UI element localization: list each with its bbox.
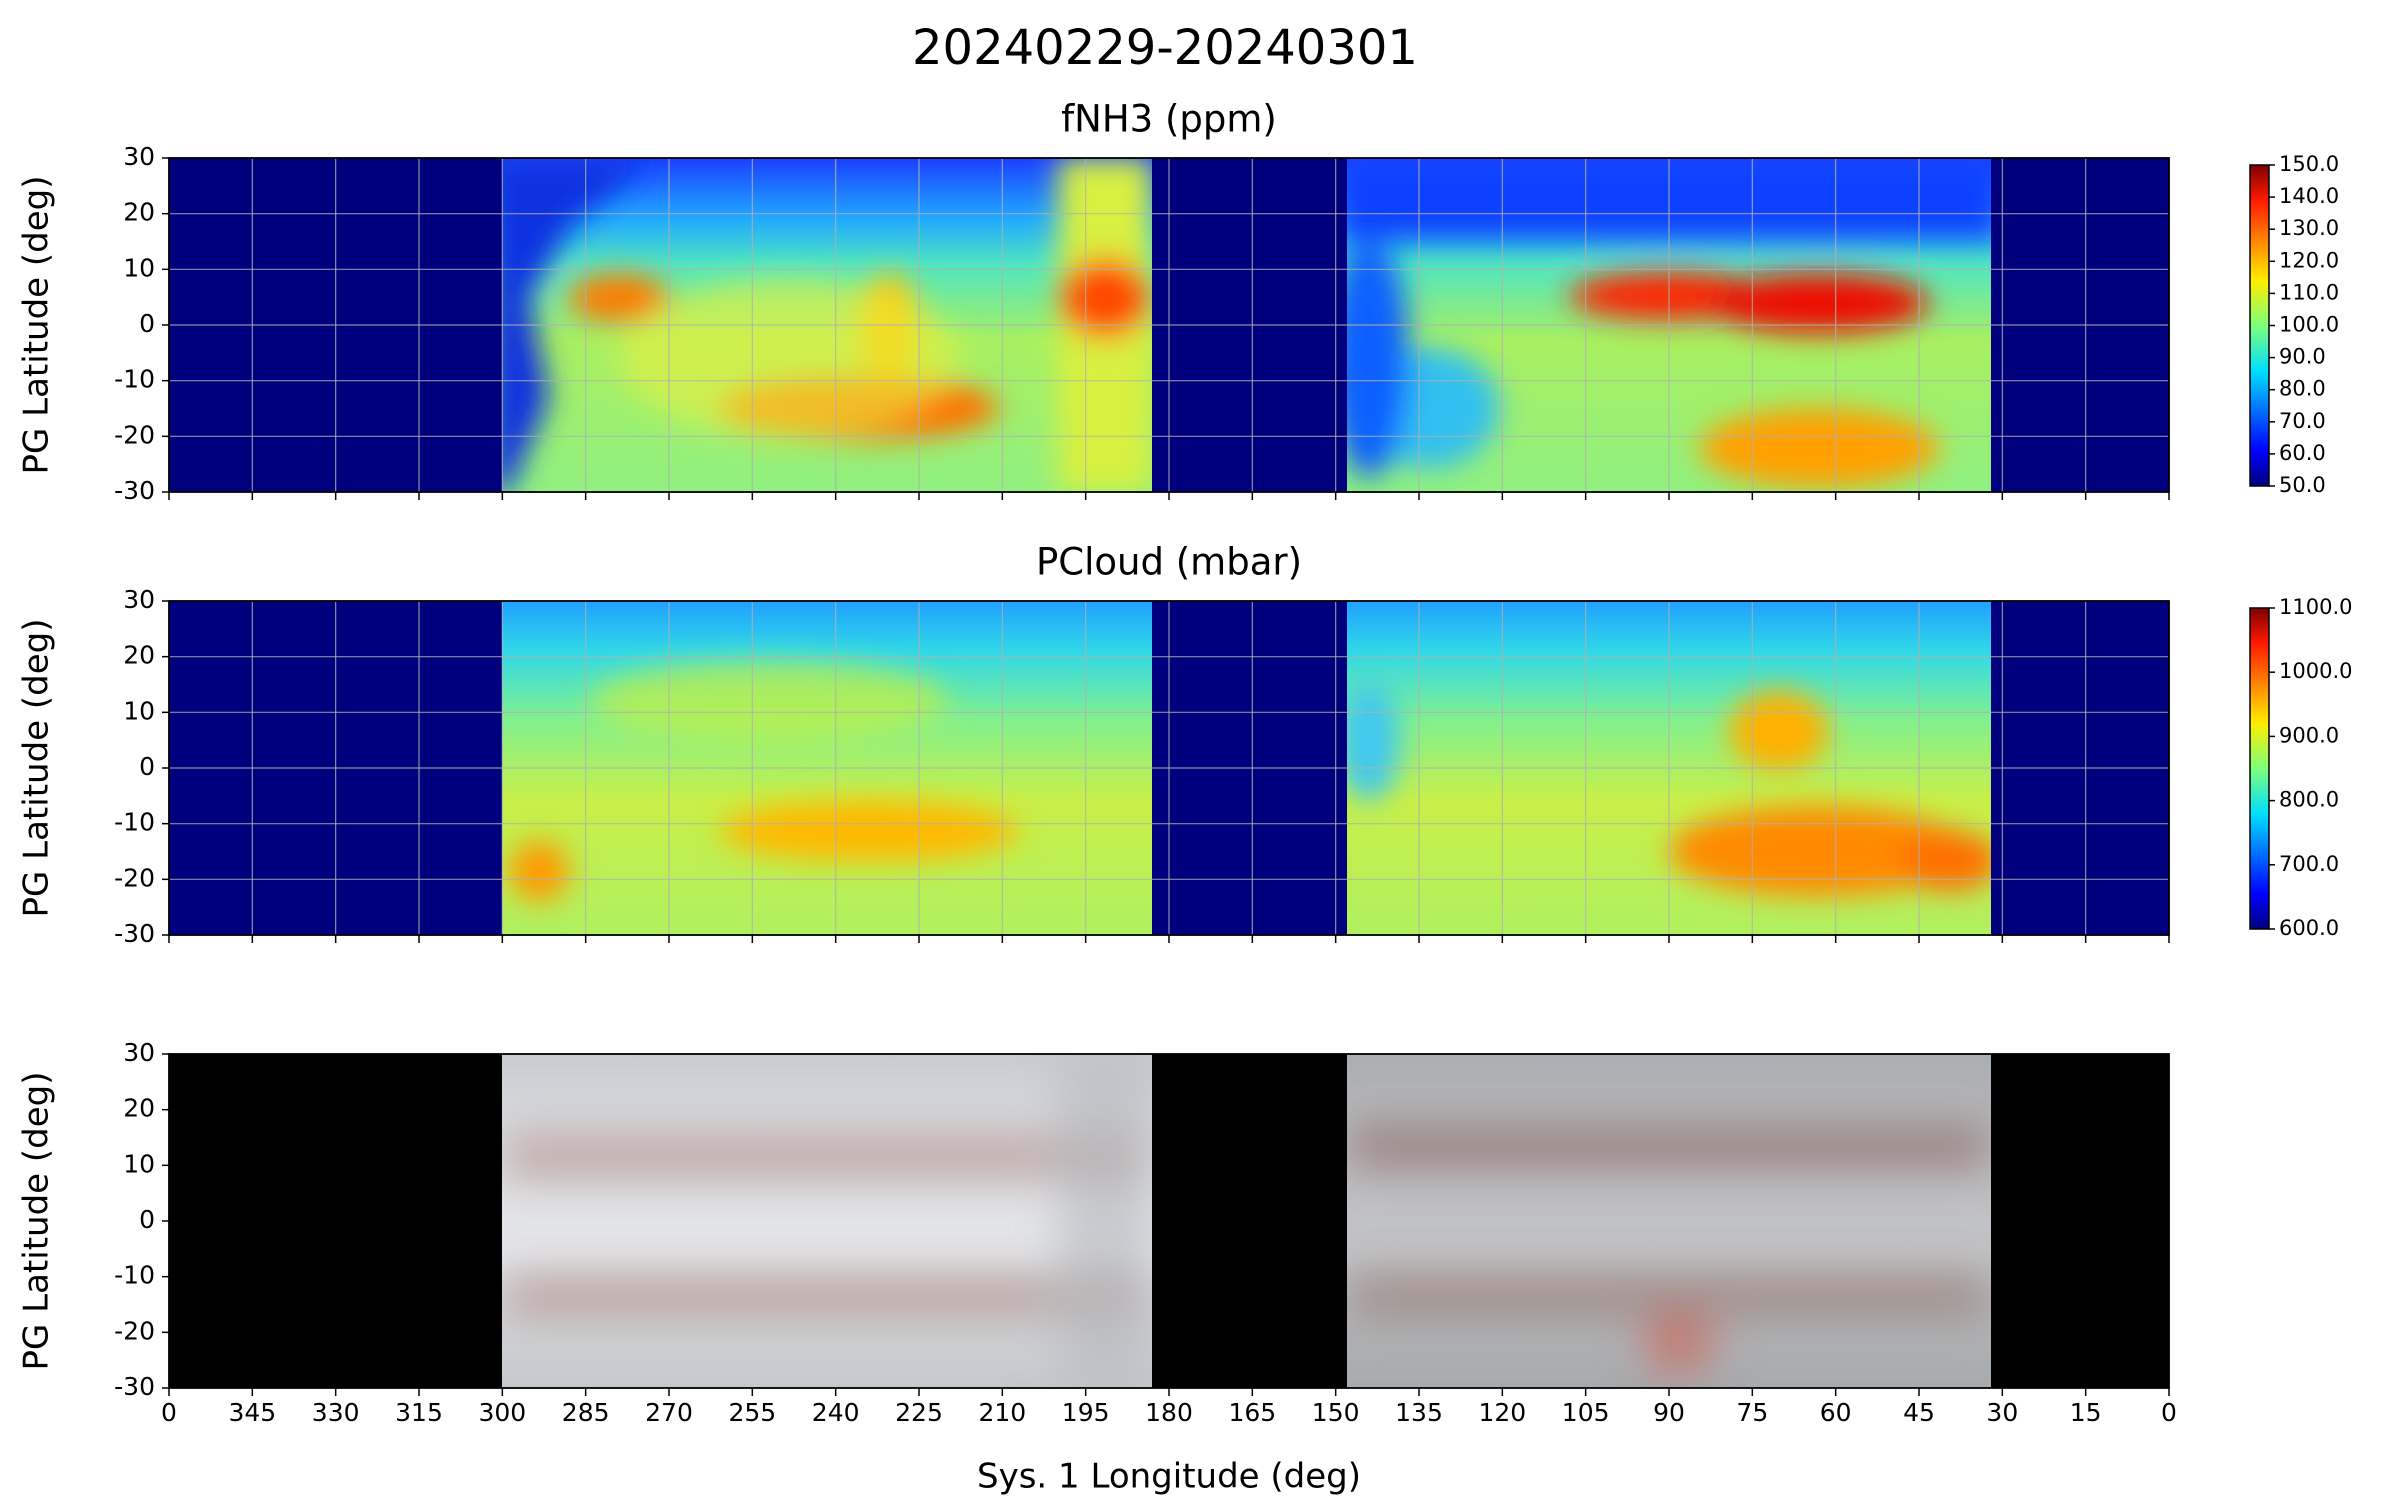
x-tick-label: 90	[1653, 1398, 1685, 1427]
x-tick-label: 45	[1903, 1398, 1935, 1427]
colorbar-tick-label: 1100.0	[2279, 595, 2352, 619]
x-tick-label: 105	[1562, 1398, 1610, 1427]
colorbar-tick-label: 90.0	[2279, 345, 2326, 369]
y-tick-label: 20	[123, 1094, 155, 1123]
y-tick-label: -30	[114, 1372, 155, 1401]
colorbar-tick-label: 50.0	[2279, 473, 2326, 497]
x-tick-label: 270	[645, 1398, 693, 1427]
x-tick-label: 240	[812, 1398, 860, 1427]
colorbar	[2249, 607, 2270, 930]
x-tick-label: 0	[2161, 1398, 2177, 1427]
x-tick-label: 180	[1145, 1398, 1193, 1427]
y-tick-label: -20	[114, 1316, 155, 1345]
colorbar-tick-label: 100.0	[2279, 313, 2339, 337]
colorbar-tick-label: 600.0	[2279, 916, 2339, 940]
y-tick-label: 0	[139, 1205, 155, 1234]
x-tick-label: 330	[312, 1398, 360, 1427]
y-tick-label: 30	[123, 585, 155, 614]
colorbar-tick-label: 140.0	[2279, 184, 2339, 208]
chart-title: fNH3 (ppm)	[1061, 98, 1277, 141]
colorbar-tick-label: 120.0	[2279, 248, 2339, 272]
x-tick-label: 120	[1478, 1398, 1526, 1427]
y-tick-label: 20	[123, 641, 155, 670]
colorbar-tick-label: 700.0	[2279, 852, 2339, 876]
x-tick-label: 135	[1395, 1398, 1443, 1427]
y-tick-label: 10	[123, 253, 155, 282]
axes-frame	[168, 600, 2170, 936]
y-tick-label: 0	[139, 309, 155, 338]
x-tick-label: 0	[161, 1398, 177, 1427]
y-axis-label: PG Latitude (deg)	[17, 618, 57, 917]
chart-title: PCloud (mbar)	[1036, 541, 1302, 584]
x-tick-label: 15	[2070, 1398, 2102, 1427]
y-tick-label: 10	[123, 696, 155, 725]
y-axis-label: PG Latitude (deg)	[17, 1071, 57, 1370]
y-tick-label: -10	[114, 365, 155, 394]
colorbar	[2249, 164, 2270, 487]
x-tick-label: 225	[895, 1398, 943, 1427]
axes-frame	[168, 1053, 2170, 1389]
colorbar-tick-label: 800.0	[2279, 788, 2339, 812]
figure-title: 20240229-20240301	[912, 20, 1418, 76]
x-tick-label: 345	[228, 1398, 276, 1427]
y-tick-label: -30	[114, 919, 155, 948]
x-tick-label: 195	[1062, 1398, 1110, 1427]
colorbar-tick-label: 110.0	[2279, 280, 2339, 304]
x-tick-label: 315	[395, 1398, 443, 1427]
colorbar-tick-label: 130.0	[2279, 216, 2339, 240]
y-tick-label: -20	[114, 420, 155, 449]
x-tick-label: 255	[728, 1398, 776, 1427]
y-tick-label: 10	[123, 1149, 155, 1178]
y-tick-label: -30	[114, 476, 155, 505]
x-tick-label: 285	[562, 1398, 610, 1427]
axes-frame	[168, 157, 2170, 493]
x-tick-label: 30	[1986, 1398, 2018, 1427]
rgb-image	[169, 1054, 2169, 1388]
colorbar-tick-label: 70.0	[2279, 409, 2326, 433]
colorbar-tick-label: 60.0	[2279, 441, 2326, 465]
x-tick-label: 150	[1312, 1398, 1360, 1427]
y-tick-label: -10	[114, 808, 155, 837]
colorbar-tick-label: 1000.0	[2279, 659, 2352, 683]
y-tick-label: 20	[123, 198, 155, 227]
colorbar-tick-label: 900.0	[2279, 723, 2339, 747]
x-tick-label: 300	[478, 1398, 526, 1427]
y-tick-label: 0	[139, 752, 155, 781]
y-tick-label: 30	[123, 1038, 155, 1067]
x-tick-label: 210	[978, 1398, 1026, 1427]
y-tick-label: 30	[123, 142, 155, 171]
y-tick-label: -10	[114, 1261, 155, 1290]
x-axis-label: Sys. 1 Longitude (deg)	[977, 1457, 1361, 1497]
colorbar-tick-label: 150.0	[2279, 152, 2339, 176]
x-tick-label: 165	[1228, 1398, 1276, 1427]
colorbar-tick-label: 80.0	[2279, 377, 2326, 401]
x-tick-label: 75	[1736, 1398, 1768, 1427]
y-tick-label: -20	[114, 863, 155, 892]
x-tick-label: 60	[1820, 1398, 1852, 1427]
y-axis-label: PG Latitude (deg)	[17, 175, 57, 474]
